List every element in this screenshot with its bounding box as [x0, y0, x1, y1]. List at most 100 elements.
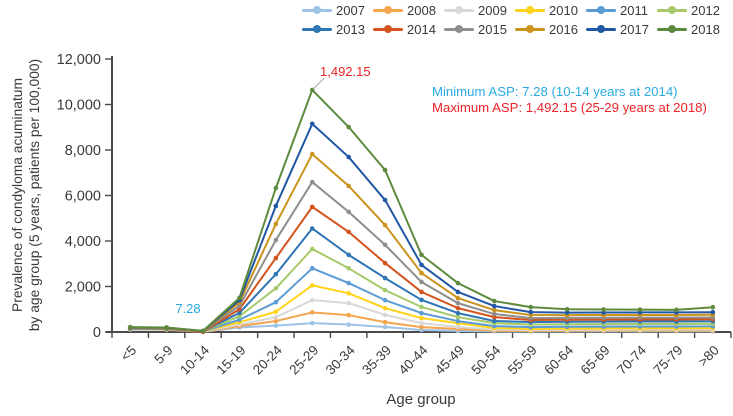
y-tick-label: 10,000 — [57, 98, 101, 114]
legend-line-marker-icon — [515, 2, 545, 18]
data-point — [273, 255, 279, 261]
data-point — [273, 323, 279, 328]
legend-label: 2013 — [336, 21, 365, 37]
legend-item-2009: 2009 — [444, 2, 515, 18]
legend-item-2011: 2011 — [586, 2, 657, 18]
data-point — [455, 289, 461, 295]
data-point — [419, 324, 424, 330]
x-tick-label: <5 — [118, 343, 140, 365]
x-tick-label: 50-54 — [468, 342, 503, 377]
data-point — [637, 307, 643, 312]
y-tick-label: 12,000 — [57, 52, 101, 68]
data-point — [492, 303, 497, 309]
data-point — [492, 298, 497, 304]
data-point — [309, 320, 315, 326]
legend-item-2014: 2014 — [373, 21, 444, 37]
data-point — [237, 310, 242, 316]
x-tick-label: 55-59 — [505, 343, 540, 378]
data-point — [382, 197, 388, 203]
data-point — [564, 306, 570, 312]
y-tick-label: 2,000 — [65, 280, 101, 296]
data-point — [273, 237, 279, 243]
x-tick-label: 5-9 — [151, 343, 175, 367]
data-point — [455, 280, 461, 286]
data-point — [419, 270, 424, 276]
data-point — [382, 222, 388, 228]
x-tick-label: >80 — [695, 343, 722, 370]
legend-item-2010: 2010 — [515, 2, 586, 18]
data-point — [382, 312, 388, 318]
legend-label: 2007 — [336, 2, 365, 18]
data-point — [273, 286, 279, 291]
data-point — [419, 304, 424, 310]
data-point — [382, 275, 388, 281]
data-point — [309, 266, 315, 271]
x-tick-label: 65-69 — [578, 343, 613, 378]
legend-line-marker-icon — [586, 21, 616, 37]
min-value-label: 7.28 — [175, 301, 201, 316]
data-point — [346, 322, 351, 327]
legend-line-marker-icon — [515, 21, 545, 37]
data-point — [528, 304, 534, 310]
data-point — [309, 283, 315, 288]
max-annotation-leader-line — [312, 77, 325, 90]
legend-item-2012: 2012 — [657, 2, 728, 18]
data-point — [273, 318, 279, 324]
legend-line-marker-icon — [586, 2, 616, 18]
data-point — [455, 295, 461, 301]
legend-label: 2015 — [478, 21, 507, 37]
data-point — [382, 305, 388, 311]
data-point — [127, 324, 133, 330]
data-point — [528, 309, 534, 315]
data-point — [309, 246, 315, 252]
data-point — [419, 320, 424, 326]
y-axis-label-line1: Prevalence of condyloma acuminatum — [10, 78, 25, 312]
x-tick-label: 60-64 — [541, 342, 576, 377]
min-asp-note: Minimum ASP: 7.28 (10-14 years at 2014) — [432, 84, 678, 99]
legend-item-2007: 2007 — [302, 2, 373, 18]
data-point — [309, 310, 315, 315]
data-point — [382, 297, 388, 303]
data-point — [200, 328, 206, 334]
legend-label: 2008 — [407, 2, 436, 18]
series-markers-2018 — [127, 87, 716, 334]
x-tick-label: 25-29 — [286, 343, 321, 378]
data-point — [674, 307, 679, 313]
legend-label: 2009 — [478, 2, 507, 18]
x-tick-label: 35-39 — [359, 343, 394, 378]
data-point — [237, 303, 242, 309]
data-point — [455, 300, 461, 306]
legend-item-2008: 2008 — [373, 2, 444, 18]
y-axis-label-line2: by age group (5 years, patients per 100,… — [26, 58, 42, 332]
data-point — [564, 310, 570, 315]
data-point — [273, 314, 279, 320]
data-point — [601, 307, 606, 312]
x-tick-label: 75-79 — [650, 343, 685, 378]
data-point — [419, 315, 424, 321]
x-tick-label: 70-74 — [614, 342, 649, 377]
data-point — [346, 266, 351, 271]
data-point — [346, 183, 351, 189]
data-point — [492, 318, 497, 324]
y-tick-label: 0 — [93, 325, 101, 341]
data-point — [309, 204, 315, 210]
legend-line-marker-icon — [373, 2, 403, 18]
data-point — [237, 317, 242, 323]
data-point — [455, 324, 461, 330]
data-point — [492, 311, 497, 317]
data-point — [309, 121, 315, 127]
y-tick-label: 8,000 — [65, 143, 101, 159]
legend-line-marker-icon — [302, 2, 332, 18]
data-point — [273, 185, 279, 191]
legend-label: 2011 — [620, 2, 648, 18]
data-point — [419, 310, 424, 316]
data-point — [346, 300, 351, 306]
y-tick-label: 6,000 — [65, 189, 101, 205]
data-point — [346, 280, 351, 286]
data-point — [237, 306, 242, 312]
data-point — [164, 325, 169, 330]
legend-item-2015: 2015 — [444, 21, 515, 37]
legend: 2007 2008 2009 2010 2011 2012 2013 2014 2015 2016… — [302, 2, 733, 37]
